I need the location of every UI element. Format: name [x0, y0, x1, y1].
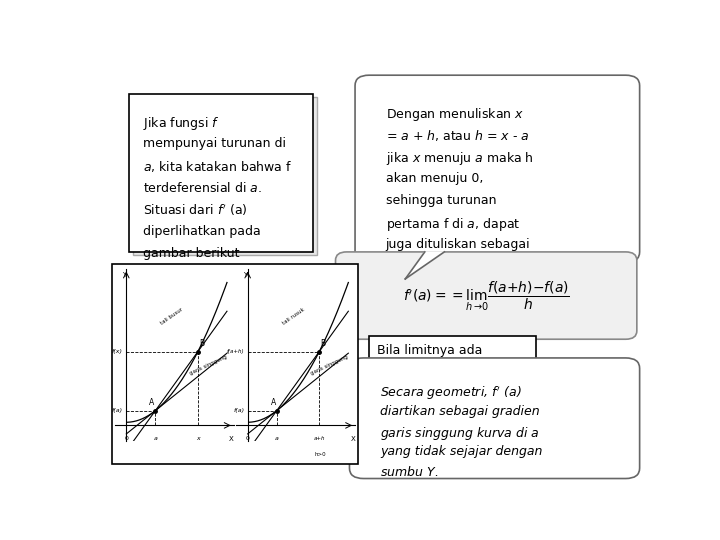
Text: mempunyai turunan di: mempunyai turunan di	[143, 137, 286, 150]
Text: $f'(a){=}{=}\lim_{h\,{\rightarrow}0}\dfrac{f(a+h)-f(a)}{h}$: $f'(a){=}{=}\lim_{h\,{\rightarrow}0}\dfr…	[402, 279, 570, 313]
Text: Situasi dari $f'$ (a): Situasi dari $f'$ (a)	[143, 203, 248, 218]
Text: juga dituliskan sebagai: juga dituliskan sebagai	[386, 238, 531, 251]
Text: pertama f di $a$, dapat: pertama f di $a$, dapat	[386, 216, 520, 233]
Text: jika $x$ menuju $a$ maka h: jika $x$ menuju $a$ maka h	[386, 150, 534, 167]
Text: = $a$ + $h$, atau $h$ = $x$ - $a$: = $a$ + $h$, atau $h$ = $x$ - $a$	[386, 127, 529, 143]
FancyBboxPatch shape	[129, 94, 313, 252]
Text: $a$, kita katakan bahwa f: $a$, kita katakan bahwa f	[143, 159, 292, 174]
Text: gambar berikut: gambar berikut	[143, 247, 240, 260]
FancyBboxPatch shape	[112, 265, 358, 464]
Text: Jika fungsi $f$: Jika fungsi $f$	[143, 114, 220, 132]
FancyBboxPatch shape	[349, 358, 639, 478]
Text: terdeferensial di $a$.: terdeferensial di $a$.	[143, 181, 262, 195]
Text: sehingga turunan: sehingga turunan	[386, 194, 496, 207]
Text: diartikan sebagai gradien: diartikan sebagai gradien	[380, 405, 540, 418]
FancyBboxPatch shape	[369, 336, 536, 364]
Text: diperlihatkan pada: diperlihatkan pada	[143, 225, 261, 238]
Text: yang tidak sejajar dengan: yang tidak sejajar dengan	[380, 445, 543, 458]
FancyBboxPatch shape	[336, 252, 637, 339]
Text: garis singgung kurva di $a$: garis singgung kurva di $a$	[380, 425, 540, 442]
FancyBboxPatch shape	[355, 75, 639, 262]
FancyBboxPatch shape	[133, 97, 317, 255]
Text: sumbu $Y$.: sumbu $Y$.	[380, 465, 438, 479]
Text: Secara geometri, $f'$ (a): Secara geometri, $f'$ (a)	[380, 385, 522, 402]
Text: Bila limitnya ada: Bila limitnya ada	[377, 344, 482, 357]
Text: akan menuju 0,: akan menuju 0,	[386, 172, 483, 185]
Polygon shape	[405, 252, 444, 279]
Text: Dengan menuliskan $x$: Dengan menuliskan $x$	[386, 105, 524, 123]
